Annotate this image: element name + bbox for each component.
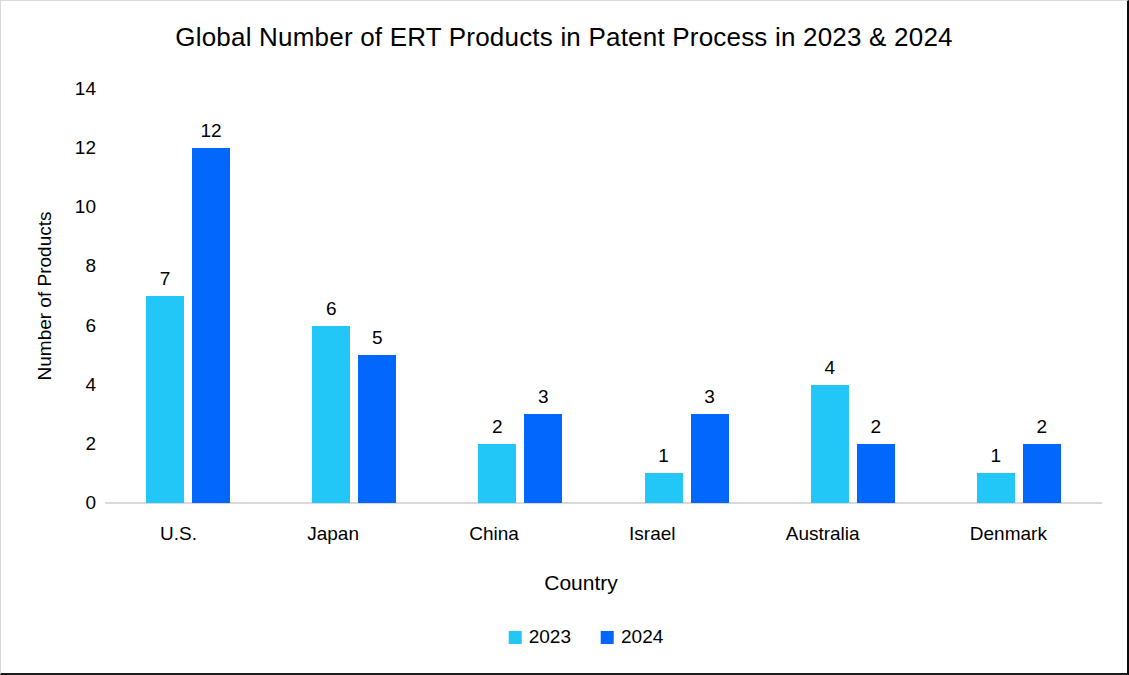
bar-value-label: 1 <box>991 445 1002 467</box>
x-tick-australia: Australia <box>786 522 860 546</box>
x-axis-line <box>105 502 1102 504</box>
bar-2023-israel[interactable] <box>645 473 683 503</box>
bar-2023-china[interactable] <box>478 444 516 503</box>
bar-2024-denmark[interactable] <box>1023 444 1061 503</box>
bar-2023-australia[interactable] <box>811 385 849 503</box>
bar-group-israel: 13 <box>645 89 729 503</box>
bar-slot: 6 <box>312 89 350 503</box>
y-axis-title: Number of Products <box>34 212 56 381</box>
bar-group-us: 7 12 <box>146 89 230 503</box>
chart-frame: Global Number of ERT Products in Patent … <box>0 0 1129 675</box>
bar-2024-us[interactable] <box>192 148 230 503</box>
bar-group-china: 23 <box>478 89 562 503</box>
bar-2024-china[interactable] <box>524 414 562 503</box>
bar-2023-denmark[interactable] <box>977 473 1015 503</box>
legend-label-2023: 2023 <box>529 626 571 648</box>
bar-2023-japan[interactable] <box>312 326 350 503</box>
y-tick-0: 0 <box>1 491 96 515</box>
bar-value-label: 2 <box>492 416 503 438</box>
x-tick-israel: Israel <box>629 522 675 546</box>
y-tick-8: 8 <box>1 254 96 278</box>
plot-area: 7126523134212 <box>105 89 1102 503</box>
legend: 2023 2024 <box>509 626 664 648</box>
bar-slot: 1 <box>645 89 683 503</box>
bar-slot: 7 <box>146 89 184 503</box>
bar-slot: 5 <box>358 89 396 503</box>
bar-value-label: 6 <box>326 298 337 320</box>
bar-value-label: 7 <box>160 268 171 290</box>
bar-slot: 12 <box>192 89 230 503</box>
legend-entry-2024[interactable]: 2024 <box>601 626 663 648</box>
y-tick-10: 10 <box>1 195 96 219</box>
legend-label-2024: 2024 <box>621 626 663 648</box>
bar-group-australia: 42 <box>811 89 895 503</box>
bar-value-label: 12 <box>201 120 222 142</box>
x-tick-china: China <box>469 522 519 546</box>
x-tick-japan: Japan <box>307 522 359 546</box>
bar-value-label: 4 <box>824 357 835 379</box>
bar-slot: 3 <box>524 89 562 503</box>
bar-2024-israel[interactable] <box>691 414 729 503</box>
bar-value-label: 1 <box>658 445 669 467</box>
y-tick-14: 14 <box>1 77 96 101</box>
legend-swatch-2023 <box>509 631 522 644</box>
bar-group-japan: 65 <box>312 89 396 503</box>
bar-slot: 2 <box>857 89 895 503</box>
bar-2024-australia[interactable] <box>857 444 895 503</box>
y-tick-4: 4 <box>1 373 96 397</box>
chart-title: Global Number of ERT Products in Patent … <box>1 21 1127 53</box>
bar-2023-us[interactable] <box>146 296 184 503</box>
bar-value-label: 2 <box>870 416 881 438</box>
bar-slot: 4 <box>811 89 849 503</box>
bar-value-label: 3 <box>538 386 549 408</box>
x-axis-tick-labels: U.S. Japan China Israel Australia Denmark <box>105 522 1102 546</box>
legend-entry-2023[interactable]: 2023 <box>509 626 571 648</box>
bar-value-label: 5 <box>372 327 383 349</box>
bar-slot: 3 <box>691 89 729 503</box>
x-tick-us: U.S. <box>160 522 197 546</box>
bar-group-denmark: 12 <box>977 89 1061 503</box>
legend-swatch-2024 <box>601 631 614 644</box>
x-axis-title: Country <box>544 571 618 595</box>
y-tick-6: 6 <box>1 314 96 338</box>
bar-slot: 2 <box>478 89 516 503</box>
y-tick-12: 12 <box>1 136 96 160</box>
bar-slot: 1 <box>977 89 1015 503</box>
bar-value-label: 3 <box>704 386 715 408</box>
y-tick-2: 2 <box>1 432 96 456</box>
bar-2024-japan[interactable] <box>358 355 396 503</box>
bar-value-label: 2 <box>1037 416 1048 438</box>
bar-slot: 2 <box>1023 89 1061 503</box>
x-tick-denmark: Denmark <box>970 522 1047 546</box>
